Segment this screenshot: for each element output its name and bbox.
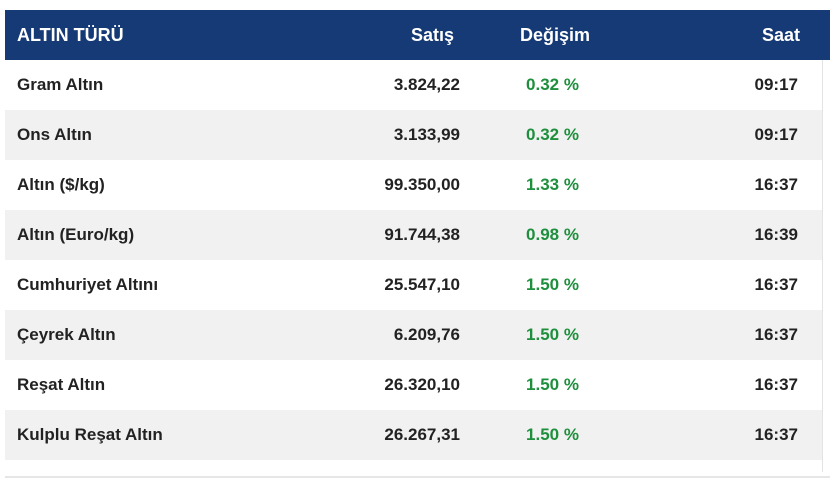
row-gold-type: Cumhuriyet Altını bbox=[17, 275, 159, 294]
row-change: 0.98 % bbox=[526, 225, 579, 244]
row-gold-type: Gram Altın bbox=[17, 75, 104, 94]
row-change: 1.50 % bbox=[526, 275, 579, 294]
header-sale: Satış bbox=[410, 24, 454, 45]
row-time: 16:37 bbox=[754, 175, 798, 194]
row-change: 1.50 % bbox=[526, 375, 579, 394]
scrollbar[interactable] bbox=[822, 60, 830, 472]
row-sale: 99.350,00 bbox=[384, 175, 460, 194]
row-time: 16:37 bbox=[754, 375, 798, 394]
gold-prices-table: ALTIN TÜRÜ Satış Değişim Saat Gram Altın… bbox=[5, 10, 830, 460]
row-gold-type: Ons Altın bbox=[17, 125, 92, 144]
row-sale: 26.320,10 bbox=[384, 375, 460, 394]
table-row: Cumhuriyet Altını 25.547,10 1.50 % 16:37 bbox=[5, 260, 830, 310]
table-header: ALTIN TÜRÜ Satış Değişim Saat bbox=[5, 10, 830, 60]
row-time: 16:37 bbox=[754, 275, 798, 294]
row-change: 0.32 % bbox=[526, 75, 579, 94]
table-row: Reşat Altın 26.320,10 1.50 % 16:37 bbox=[5, 360, 830, 410]
table-row: Altın ($/kg) 99.350,00 1.33 % 16:37 bbox=[5, 160, 830, 210]
row-time: 09:17 bbox=[754, 75, 798, 94]
table-row: Çeyrek Altın 6.209,76 1.50 % 16:37 bbox=[5, 310, 830, 360]
row-change: 1.33 % bbox=[526, 175, 579, 194]
row-sale: 3.824,22 bbox=[393, 75, 460, 94]
table-row: Ons Altın 3.133,99 0.32 % 09:17 bbox=[5, 110, 830, 160]
row-sale: 3.133,99 bbox=[393, 125, 460, 144]
row-gold-type: Reşat Altın bbox=[17, 375, 106, 394]
row-change: 1.50 % bbox=[526, 325, 579, 344]
row-sale: 25.547,10 bbox=[384, 275, 460, 294]
row-gold-type: Çeyrek Altın bbox=[17, 325, 116, 344]
row-sale: 91.744,38 bbox=[384, 225, 460, 244]
row-change: 1.50 % bbox=[526, 425, 579, 444]
header-change: Değişim bbox=[519, 24, 591, 45]
row-gold-type: Altın ($/kg) bbox=[17, 175, 105, 194]
row-sale: 26.267,31 bbox=[384, 425, 460, 444]
row-time: 16:37 bbox=[754, 425, 798, 444]
table-row: Altın (Euro/kg) 91.744,38 0.98 % 16:39 bbox=[5, 210, 830, 260]
header-gold-type: ALTIN TÜRÜ bbox=[17, 24, 124, 45]
row-time: 16:37 bbox=[754, 325, 798, 344]
row-gold-type: Kulplu Reşat Altın bbox=[17, 425, 163, 444]
table-row: Kulplu Reşat Altın 26.267,31 1.50 % 16:3… bbox=[5, 410, 830, 460]
header-time: Saat bbox=[761, 24, 800, 45]
row-change: 0.32 % bbox=[526, 125, 579, 144]
row-sale: 6.209,76 bbox=[393, 325, 460, 344]
row-time: 09:17 bbox=[754, 125, 798, 144]
divider bbox=[5, 476, 830, 478]
table-row: Gram Altın 3.824,22 0.32 % 09:17 bbox=[5, 60, 830, 110]
row-time: 16:39 bbox=[754, 225, 798, 244]
row-gold-type: Altın (Euro/kg) bbox=[17, 225, 135, 244]
